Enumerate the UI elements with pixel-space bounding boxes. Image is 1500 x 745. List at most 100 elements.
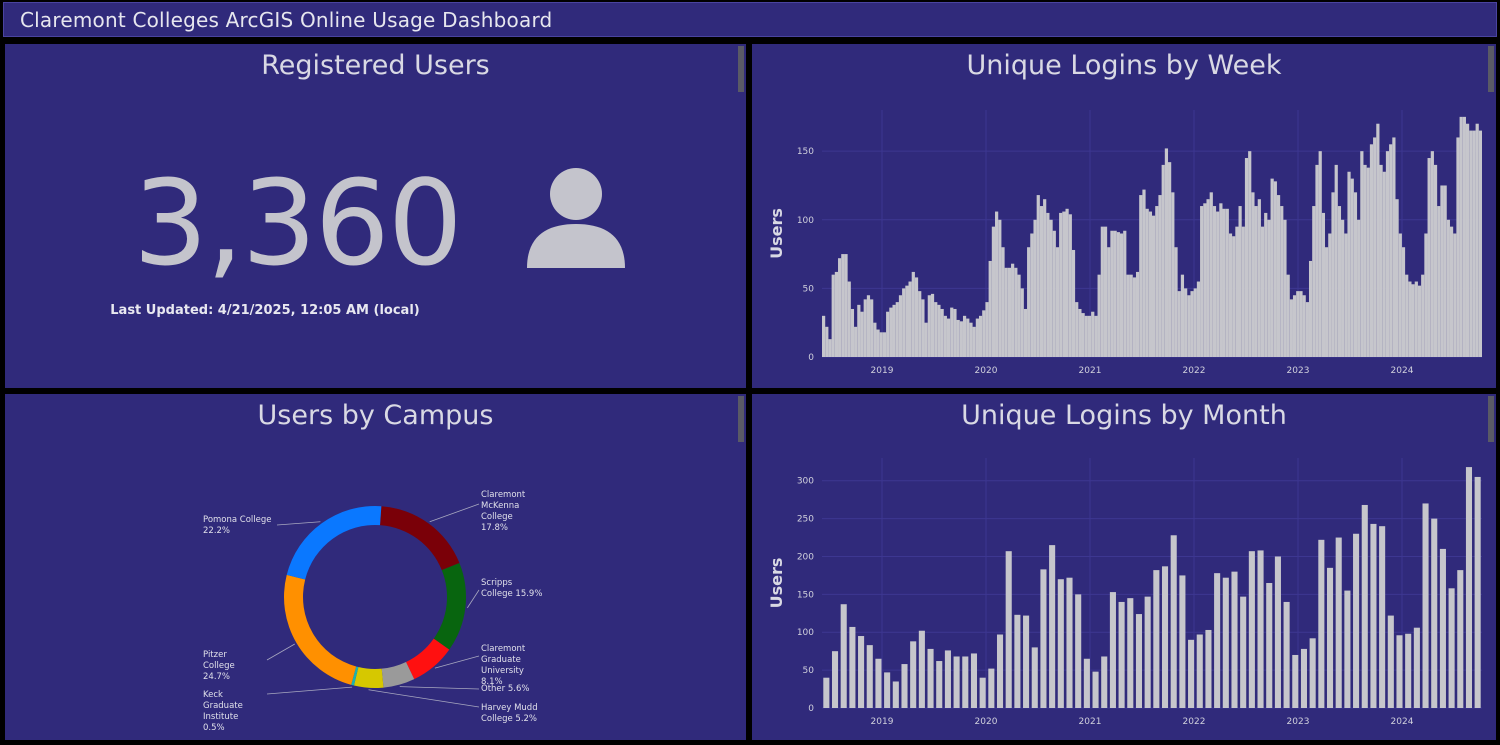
- pie-slice[interactable]: [433, 563, 466, 650]
- bar[interactable]: [1075, 302, 1079, 357]
- bar[interactable]: [860, 311, 864, 357]
- bar[interactable]: [1244, 158, 1249, 357]
- bar[interactable]: [1135, 271, 1140, 357]
- bar[interactable]: [1205, 629, 1212, 708]
- bar[interactable]: [1433, 164, 1438, 357]
- bar[interactable]: [1017, 274, 1021, 357]
- bar[interactable]: [924, 322, 928, 357]
- scrollbar-thumb[interactable]: [1488, 46, 1494, 92]
- bar[interactable]: [870, 299, 874, 357]
- bar[interactable]: [934, 302, 938, 357]
- bar[interactable]: [1196, 281, 1201, 357]
- bar[interactable]: [1075, 594, 1082, 708]
- bar[interactable]: [1129, 274, 1133, 357]
- bar[interactable]: [1014, 614, 1021, 708]
- bar[interactable]: [930, 293, 935, 357]
- bar[interactable]: [1308, 260, 1313, 357]
- bar[interactable]: [1196, 634, 1203, 708]
- bar[interactable]: [1302, 295, 1306, 357]
- bar[interactable]: [970, 653, 978, 708]
- bar[interactable]: [1004, 267, 1008, 357]
- bar[interactable]: [886, 311, 890, 357]
- bar[interactable]: [1066, 577, 1073, 708]
- bar[interactable]: [1401, 247, 1406, 357]
- bar[interactable]: [1046, 212, 1050, 357]
- bar[interactable]: [1331, 192, 1335, 357]
- bar[interactable]: [1437, 206, 1441, 357]
- bar[interactable]: [1238, 206, 1242, 357]
- bar[interactable]: [982, 310, 986, 357]
- bar[interactable]: [918, 291, 922, 357]
- bar[interactable]: [1219, 203, 1223, 357]
- bar[interactable]: [1059, 212, 1063, 357]
- bar[interactable]: [1462, 116, 1466, 357]
- bar[interactable]: [1231, 571, 1238, 708]
- bar[interactable]: [905, 285, 909, 357]
- bar[interactable]: [1405, 274, 1409, 357]
- bar[interactable]: [1457, 570, 1464, 708]
- bar[interactable]: [1049, 545, 1056, 708]
- bar[interactable]: [1257, 199, 1261, 357]
- weekly-logins-panel[interactable]: Unique Logins by Week 0 50 100 150 2019 2020 2…: [752, 44, 1496, 388]
- bar[interactable]: [943, 315, 947, 357]
- bar[interactable]: [1266, 583, 1273, 708]
- bar[interactable]: [849, 626, 856, 708]
- bar[interactable]: [1065, 208, 1069, 357]
- bar[interactable]: [1292, 654, 1299, 708]
- bar[interactable]: [1286, 274, 1290, 357]
- bar[interactable]: [1100, 226, 1104, 357]
- scrollbar-thumb[interactable]: [1488, 396, 1494, 442]
- bar[interactable]: [1328, 233, 1332, 358]
- registered-users-panel[interactable]: Registered Users 3,360 Last Updated: 4/2…: [5, 44, 746, 388]
- bar[interactable]: [1370, 523, 1377, 708]
- bar[interactable]: [876, 329, 880, 357]
- bar[interactable]: [858, 636, 865, 708]
- bar[interactable]: [1177, 291, 1181, 357]
- bar[interactable]: [1084, 315, 1088, 357]
- bar[interactable]: [1203, 203, 1207, 357]
- bar[interactable]: [1127, 598, 1134, 708]
- bar[interactable]: [1014, 267, 1018, 357]
- bar[interactable]: [882, 332, 887, 357]
- bar[interactable]: [850, 308, 855, 357]
- pie-slice[interactable]: [284, 574, 357, 685]
- bar[interactable]: [1389, 144, 1393, 357]
- bar[interactable]: [854, 326, 858, 357]
- bar[interactable]: [1376, 123, 1380, 357]
- bar[interactable]: [831, 274, 835, 357]
- bar[interactable]: [1283, 601, 1290, 708]
- scrollbar-thumb[interactable]: [738, 396, 744, 442]
- bar[interactable]: [1193, 288, 1197, 357]
- bar[interactable]: [1040, 569, 1047, 708]
- bar[interactable]: [1299, 291, 1303, 357]
- bar[interactable]: [1241, 226, 1245, 357]
- bar[interactable]: [1101, 656, 1108, 708]
- bar[interactable]: [1379, 164, 1383, 357]
- bar[interactable]: [1216, 211, 1220, 357]
- bar[interactable]: [1027, 247, 1031, 357]
- bar[interactable]: [911, 271, 915, 357]
- bar[interactable]: [1212, 206, 1217, 357]
- bar[interactable]: [1043, 199, 1047, 357]
- bar[interactable]: [1174, 247, 1178, 357]
- scrollbar-thumb[interactable]: [738, 46, 744, 92]
- bar[interactable]: [1103, 226, 1108, 357]
- bar[interactable]: [901, 664, 908, 708]
- bar[interactable]: [1228, 233, 1233, 358]
- users-by-campus-panel[interactable]: Users by Campus Claremont McKenna College 1…: [5, 394, 746, 740]
- bar[interactable]: [927, 648, 934, 708]
- bar[interactable]: [1300, 648, 1308, 708]
- bar[interactable]: [1148, 211, 1152, 357]
- bar[interactable]: [1325, 247, 1329, 357]
- bar[interactable]: [1142, 189, 1146, 357]
- bar[interactable]: [892, 681, 899, 708]
- bar[interactable]: [1055, 247, 1060, 357]
- bar[interactable]: [1422, 503, 1429, 708]
- bar[interactable]: [1398, 233, 1402, 358]
- campus-donut-chart[interactable]: Claremont McKenna College 17.8% Scripps Colle…: [5, 394, 746, 740]
- bar[interactable]: [841, 254, 845, 357]
- bar[interactable]: [1335, 537, 1342, 708]
- bar[interactable]: [1126, 274, 1130, 357]
- bar[interactable]: [1110, 230, 1114, 357]
- bar[interactable]: [1248, 551, 1255, 708]
